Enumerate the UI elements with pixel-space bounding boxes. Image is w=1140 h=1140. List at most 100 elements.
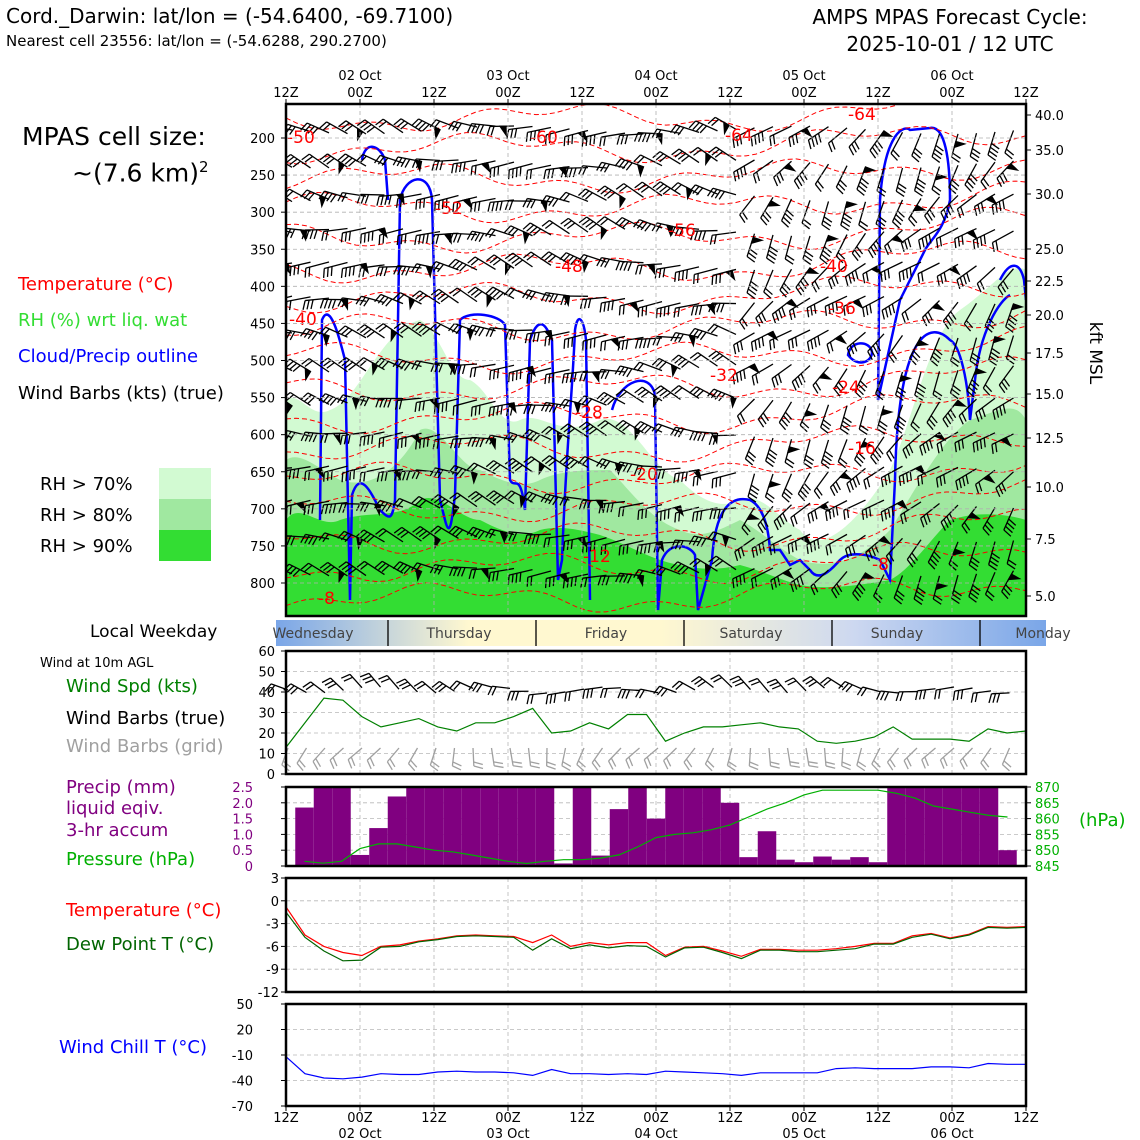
- wind-barb: [286, 188, 293, 203]
- pressure-tick-label: 800: [250, 577, 275, 592]
- isotherm-line: [286, 355, 1026, 402]
- forecast-cycle-title: AMPS MPAS Forecast Cycle: 2025-10-01 / 1…: [770, 4, 1130, 58]
- height-tick-label: 10.0: [1035, 481, 1064, 496]
- wind-barb: [886, 434, 903, 462]
- wind-barb: [504, 252, 533, 268]
- wind-barb: [523, 533, 552, 545]
- wind-barb: [392, 156, 423, 173]
- weekday-label: Thursday: [425, 626, 491, 642]
- wind-barb: [692, 470, 718, 487]
- wind-barb: [863, 466, 885, 490]
- isotherm-line: [286, 309, 1026, 342]
- wind-barb: [643, 747, 659, 769]
- wind-barb: [374, 293, 404, 307]
- wind-barb: [875, 200, 887, 231]
- forecast-cycle-line-1: AMPS MPAS Forecast Cycle:: [812, 5, 1088, 29]
- wind-barb: [917, 465, 940, 487]
- wind-barb: [506, 690, 529, 701]
- wind-barb: [729, 675, 751, 691]
- wind-barb: [671, 680, 696, 691]
- temperature-contour-label: -24: [832, 378, 860, 398]
- wind-barb: [747, 473, 760, 503]
- temperature-contour-label: -40: [820, 257, 848, 277]
- wind-barb: [652, 181, 681, 196]
- wind-barb: [560, 217, 589, 233]
- precip-bar: [776, 859, 795, 866]
- wind-barb: [806, 329, 829, 352]
- wind-barb: [851, 232, 867, 262]
- wind-barb: [562, 573, 589, 589]
- wind-barb: [545, 691, 566, 705]
- wind-barb: [467, 123, 496, 134]
- wind-barb: [578, 421, 607, 437]
- wind-barb: [856, 166, 877, 196]
- wind-barb: [485, 228, 515, 238]
- wind-barb: [744, 436, 757, 466]
- wind-barb: [797, 472, 812, 502]
- wind-barb: [651, 357, 681, 378]
- temperature-tick-label: -9: [266, 963, 279, 978]
- wind-barb: [286, 535, 311, 546]
- pressure-axis: 200 250 300 350 400 450 500 550 600 650 700 750 800: [250, 132, 286, 592]
- legend-rh80-swatch: [159, 499, 211, 530]
- wind-barb: [469, 363, 496, 378]
- legend-temperature: Temperature (°C): [18, 274, 174, 295]
- wind-barb: [448, 258, 478, 272]
- bottom-date-label: 03 Oct: [486, 1127, 529, 1140]
- wind-barb: [581, 131, 607, 147]
- wind-barb: [898, 465, 927, 486]
- pressure-axis-unit: (hPa): [1079, 810, 1126, 831]
- rh90-region: [286, 497, 1026, 616]
- precip-bar: [831, 859, 851, 866]
- wind-barb: [765, 437, 778, 468]
- wind-barb: [968, 573, 981, 603]
- wind-barb: [813, 471, 830, 499]
- wind-barb: [825, 533, 848, 556]
- wind-barb: [891, 199, 905, 229]
- wind-barb: [784, 235, 795, 265]
- page-subtitle: Nearest cell 23556: lat/lon = (-54.6288,…: [6, 32, 387, 50]
- precip-bar: [794, 862, 814, 866]
- wind-barb: [807, 501, 832, 524]
- wind-barb: [670, 332, 700, 348]
- height-tick-label: 35.0: [1035, 144, 1064, 159]
- wind-barb: [485, 286, 515, 300]
- wind-barb: [768, 747, 780, 769]
- height-tick-label: 17.5: [1035, 347, 1064, 362]
- wind-barb: [942, 301, 959, 330]
- wind-barb: [707, 116, 737, 136]
- wind-barb: [886, 747, 900, 771]
- wind-barb: [833, 368, 848, 397]
- wind-barb: [750, 330, 779, 352]
- pressure-tick-label: 865: [1035, 797, 1060, 812]
- wind-barb: [787, 533, 812, 554]
- wind-barb: [1006, 540, 1017, 570]
- pressure-tick-label: 200: [250, 132, 275, 147]
- weekday-strip: Wednesday Thursday Friday Saturday Sunday Mon…: [272, 620, 1071, 646]
- wind-barb: [411, 158, 441, 169]
- wind-barb: [487, 685, 511, 696]
- temperature-contour-label: -60: [530, 128, 558, 148]
- isotherm-line: [286, 275, 1026, 315]
- wind-barb: [881, 297, 903, 320]
- legend-wind-barbs-true: Wind Barbs (true): [66, 708, 226, 729]
- wind-barb: [527, 747, 540, 769]
- wind-barb: [396, 678, 418, 693]
- bottom-date-label: 02 Oct: [338, 1127, 381, 1140]
- precip-bar: [628, 787, 647, 866]
- legend-cloud: Cloud/Precip outline: [18, 346, 199, 367]
- wind-barb: [415, 193, 441, 210]
- cell-size-text: ~(7.6 km): [72, 158, 199, 188]
- wind-barb: [312, 747, 326, 771]
- wind-barb: [451, 159, 478, 174]
- wind-barb: [931, 166, 948, 196]
- wind-barb: [708, 434, 737, 446]
- wind-barb: [811, 265, 829, 293]
- wind-barb: [301, 228, 330, 240]
- wind-barb: [541, 251, 570, 265]
- wind-barb: [906, 539, 922, 568]
- wind-barb: [867, 333, 885, 361]
- wind-barb: [338, 120, 367, 142]
- wind-barb: [790, 502, 811, 527]
- wind-barb: [430, 494, 460, 518]
